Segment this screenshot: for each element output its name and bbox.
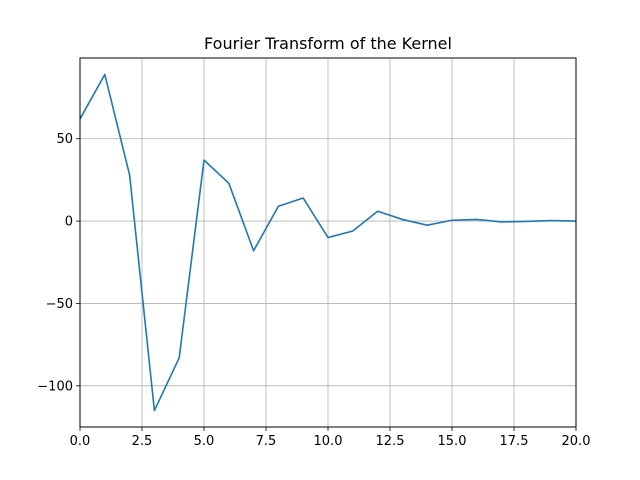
x-tick-label: 10.0	[314, 434, 343, 449]
y-axis: −100 −50 0 50	[37, 132, 80, 394]
x-tick-label: 12.5	[376, 434, 405, 449]
x-tick-label: 2.5	[132, 434, 153, 449]
x-tick-label: 15.0	[438, 434, 467, 449]
series-line	[79, 73, 577, 412]
x-tick-label: 7.5	[256, 434, 277, 449]
grid	[79, 58, 577, 427]
x-tick-label: 17.5	[500, 434, 529, 449]
x-tick-label: 20.0	[562, 434, 591, 449]
y-tick-label: −50	[46, 297, 73, 312]
series-layer	[79, 73, 577, 412]
x-axis: 0.0 2.5 5.0 7.5 10.0 12.5 15.0 17.5 20.0	[70, 427, 591, 449]
chart-title: Fourier Transform of the Kernel	[204, 34, 452, 53]
x-tick-label: 0.0	[70, 434, 91, 449]
y-tick-label: −100	[37, 379, 73, 394]
y-tick-label: 50	[56, 132, 73, 147]
x-tick-label: 5.0	[194, 434, 215, 449]
y-tick-label: 0	[65, 215, 73, 230]
